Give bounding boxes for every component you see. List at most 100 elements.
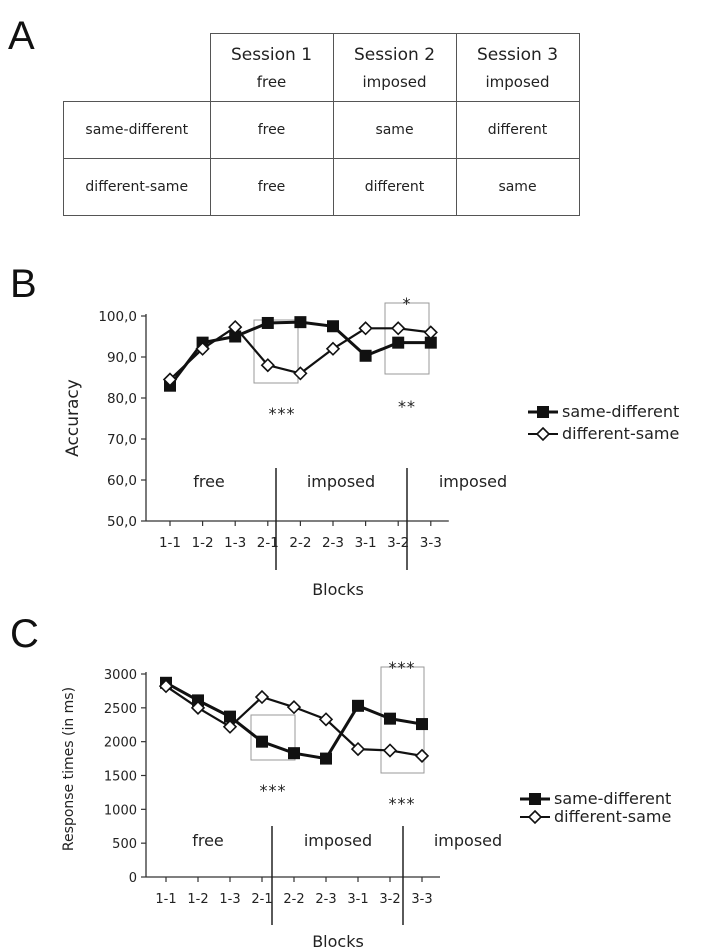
x-tick-label: 1-2 [192,535,214,551]
y-tick-label: 2000 [104,736,137,751]
x-tick-label: 1-1 [159,535,181,551]
table-header-mode: free [256,72,287,91]
data-point [158,679,174,694]
x-tick-label: 2-2 [289,535,311,551]
y-tick-label: 1000 [104,803,137,818]
x-tick-label: 3-1 [355,535,377,551]
data-point [392,336,405,349]
data-point [254,689,270,705]
legend-marker [529,793,541,805]
legend-label: different-same [562,424,679,443]
significance-bracket [253,319,299,384]
data-point [261,316,274,329]
session-label: imposed [434,831,502,850]
x-tick-label: 2-3 [322,535,344,551]
session-label: free [192,831,224,850]
data-point [325,341,341,356]
y-tick-label: 90,0 [107,350,137,366]
accuracy-chart: 50,0 60,0 70,0 80,0 90,0 100,0 1-1 1-2 1-3 2-1 2-2… [63,294,679,599]
table-header-session: Session 2 [353,44,436,65]
data-point [256,735,268,748]
data-point [286,700,302,715]
y-tick-label: 2500 [104,702,137,717]
y-tick-label: 3000 [104,668,137,683]
significance-label: *** [389,794,416,813]
data-point [358,321,373,336]
data-point [423,325,438,340]
table-header: Session 2 imposed [332,33,457,102]
x-tick-label: 2-1 [251,892,272,907]
x-tick-label: 3-3 [420,535,442,551]
panel-c-label: C [10,612,39,656]
data-point [414,748,430,764]
x-tick-label: 3-2 [379,892,400,907]
session-label: imposed [307,472,375,491]
y-axis-title: Response times (in ms) [61,687,77,851]
data-point [318,712,334,727]
significance-label: *** [260,781,287,800]
data-point [162,372,178,387]
data-point [352,699,364,712]
table-header-session: Session 3 [476,44,559,65]
session-label: imposed [439,472,507,491]
table-cell: same [332,101,457,159]
x-tick-label: 1-2 [187,892,208,907]
data-point [359,349,372,362]
table-header-mode: imposed [485,72,550,91]
y-tick-label: 500 [112,837,137,852]
y-axis-title: Accuracy [63,379,83,457]
data-point [288,747,300,760]
legend-label: same-different [562,402,679,421]
legend-label: different-same [554,807,671,826]
table-row: same-different free same different [63,101,580,159]
y-tick-label: 80,0 [107,391,137,407]
legend-marker [527,809,543,825]
table-cell: different [332,158,457,216]
table-header-mode: imposed [362,72,427,91]
data-point [190,700,206,715]
x-axis-title: Blocks [312,932,364,949]
data-point [384,712,396,725]
significance-label: * [403,294,412,313]
data-point [424,336,437,349]
x-axis-title: Blocks [312,580,364,599]
data-point [192,694,204,707]
x-tick-label: 2-2 [283,892,304,907]
x-tick-label: 2-3 [315,892,336,907]
data-point [416,718,428,731]
y-tick-label: 0 [129,871,137,886]
legend-marker [535,426,551,442]
data-point [224,710,236,723]
x-tick-label: 3-1 [347,892,368,907]
y-tick-label: 100,0 [98,309,137,325]
table-header-row: Session 1 free Session 2 imposed Session… [63,33,580,102]
data-point [228,319,243,335]
session-label: imposed [304,831,372,850]
table-row-label: different-same [63,158,211,216]
data-point [320,752,332,765]
table-cell: free [209,158,334,216]
panel-b-label: B [10,262,37,306]
data-point [391,321,406,336]
data-point [229,330,242,343]
legend-label: same-different [554,789,671,808]
table-header: Session 3 imposed [455,33,580,102]
data-point [382,743,398,758]
significance-label: ** [398,397,416,416]
data-point [294,316,307,329]
y-tick-label: 50,0 [107,514,137,530]
response-time-chart: 0 500 1000 1500 2000 2500 3000 1-1 1-2 1-3 2-1 2-2 2… [61,658,671,949]
significance-bracket [250,714,296,761]
data-point [350,741,366,757]
data-point [293,366,308,381]
table-cell: same [455,158,580,216]
significance-label: *** [389,658,416,677]
table-cell: different [455,101,580,159]
data-point [222,719,238,734]
y-tick-label: 60,0 [107,473,137,489]
x-tick-label: 1-1 [155,892,176,907]
y-tick-label: 70,0 [107,432,137,448]
table-corner [63,33,211,102]
panel-a-label: A [8,14,35,58]
